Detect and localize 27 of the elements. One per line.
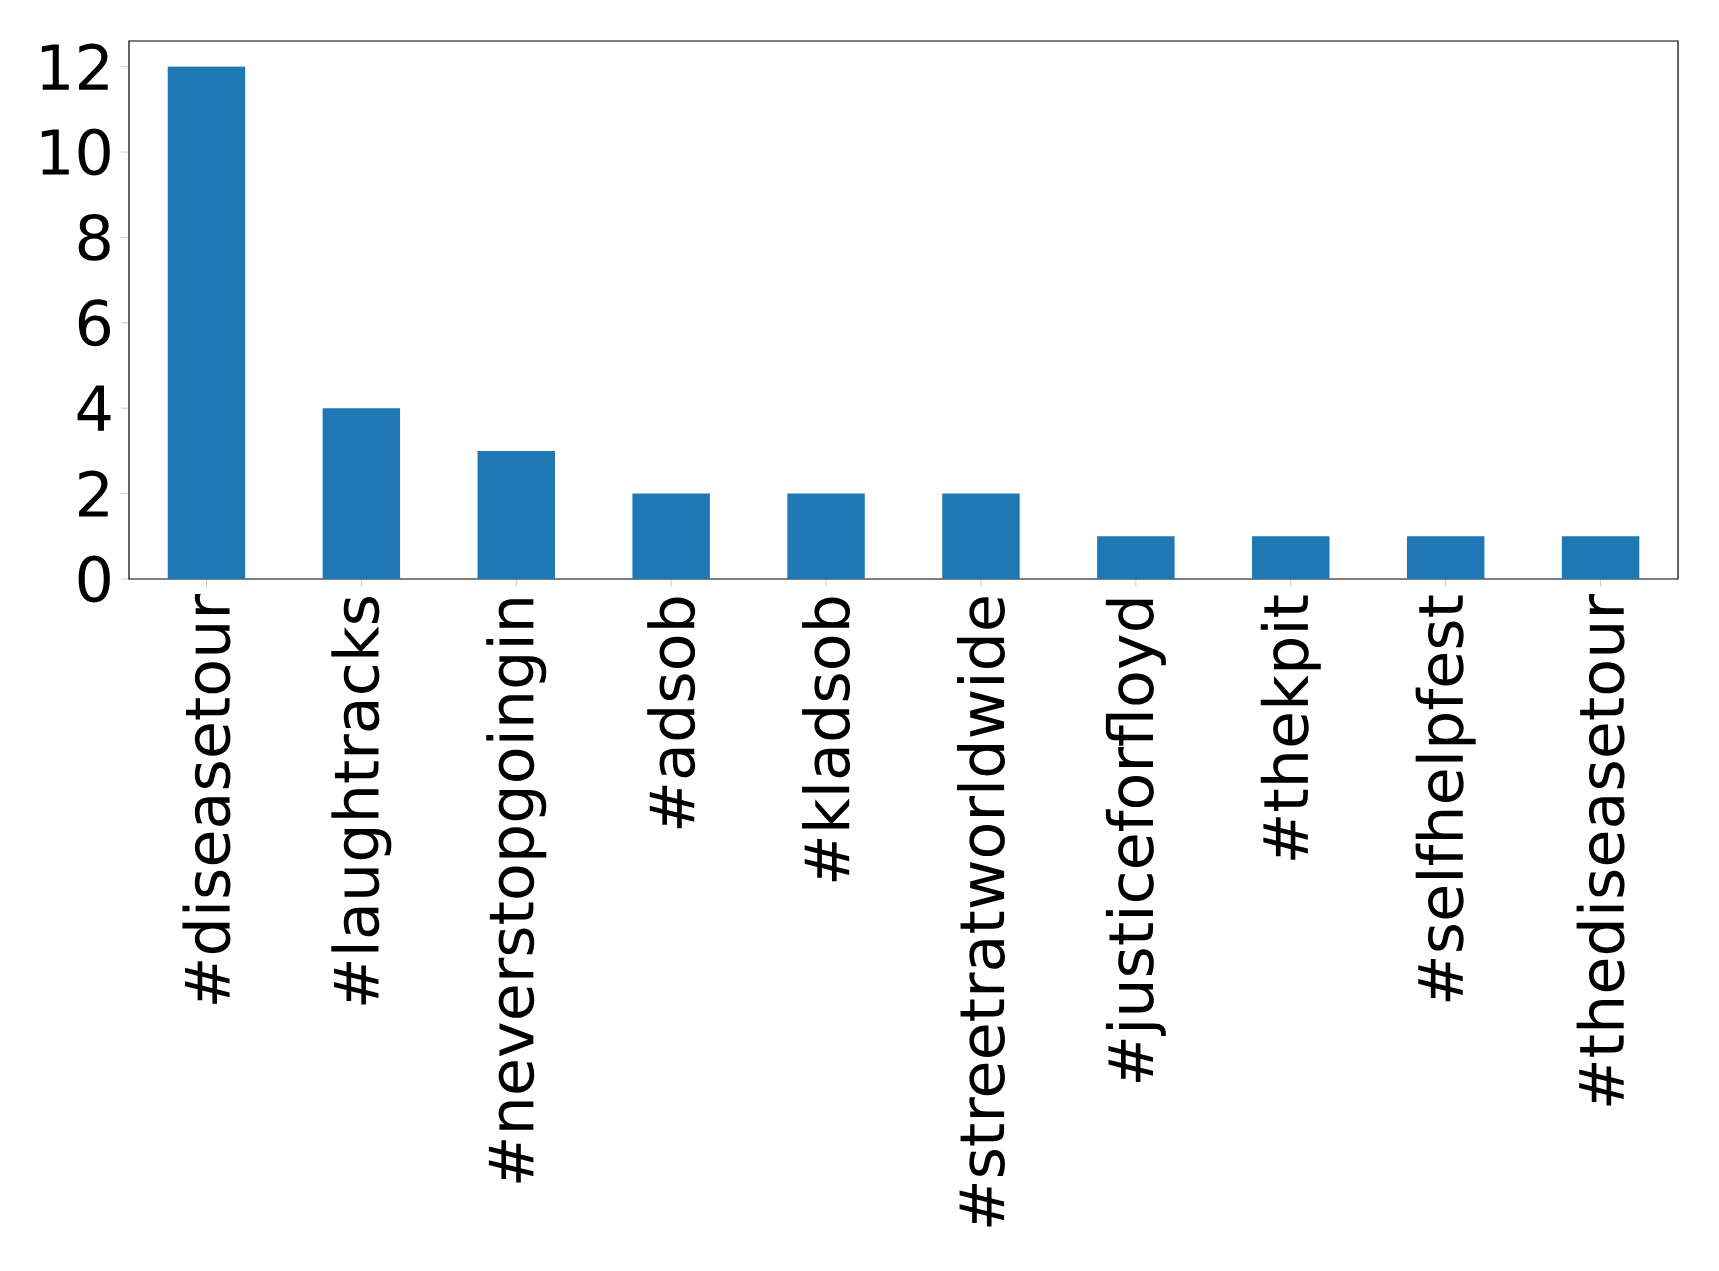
bar <box>787 493 865 579</box>
bar <box>322 408 401 579</box>
bar <box>1561 536 1640 579</box>
x-tick-label: #streetratworldwide <box>956 597 1005 1227</box>
y-tick-label: 2 <box>79 470 108 517</box>
y-tick-label: 12 <box>41 43 108 90</box>
y-tick-label: 6 <box>78 299 111 347</box>
x-tick-label: #adsob <box>647 597 696 829</box>
x-tick-label: #justiceforfloyd <box>1105 599 1166 1083</box>
bar <box>1252 536 1330 579</box>
y-tick-label: 0 <box>78 555 110 603</box>
x-tick-label: #selfhelpfest <box>1415 595 1476 1002</box>
x-tick-label: #laughtracks <box>331 597 392 1005</box>
bar <box>167 66 246 579</box>
x-tick-label: #kladsob <box>802 597 851 882</box>
x-tick-label: #thediseasetour <box>1576 594 1625 1106</box>
bar <box>1097 536 1175 579</box>
x-tick-label: #diseasetour <box>182 594 231 1004</box>
y-tick-label: 8 <box>78 213 110 261</box>
y-tick-label: 4 <box>77 385 111 431</box>
bar <box>632 493 710 579</box>
bar <box>1406 536 1485 579</box>
y-tick-label: 10 <box>41 128 110 176</box>
x-tick-label: #thekpit <box>1260 595 1321 860</box>
x-tick-label: #neverstopgoingin <box>486 599 547 1183</box>
bar <box>942 493 1020 579</box>
bar <box>477 450 555 579</box>
